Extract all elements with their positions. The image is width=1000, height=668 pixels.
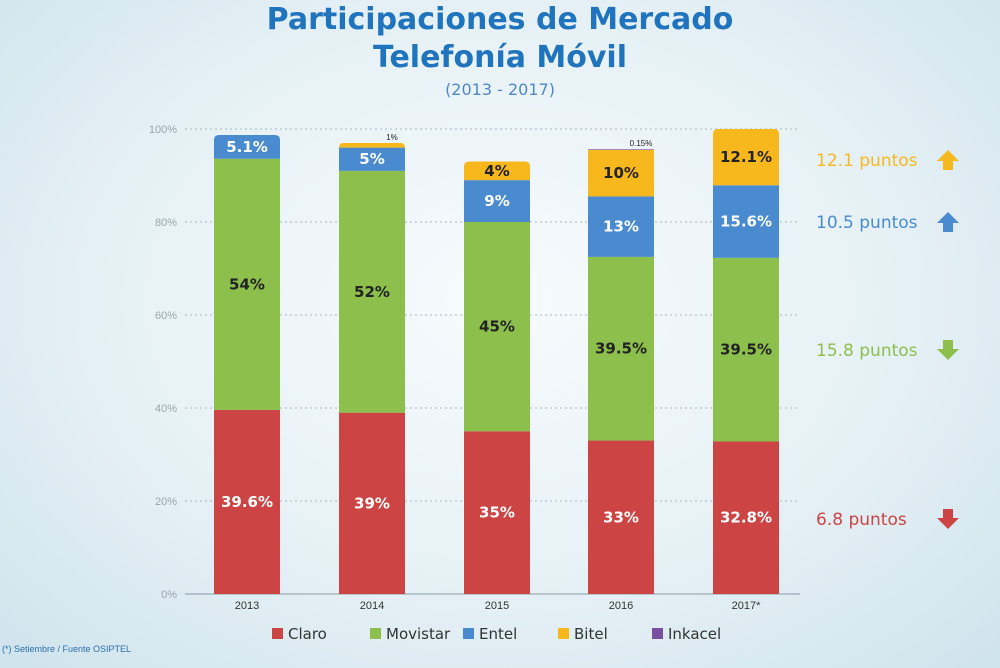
x-tick-label: 2016 xyxy=(609,600,633,612)
y-tick-label: 80% xyxy=(155,217,177,229)
bar-segment xyxy=(588,256,654,441)
annotation-text: 10.5 puntos xyxy=(816,213,918,233)
data-label: 54% xyxy=(229,275,265,293)
bar-segment xyxy=(214,158,280,410)
y-tick-label: 100% xyxy=(149,124,177,136)
data-label: 5% xyxy=(359,150,384,168)
data-label: 12.1% xyxy=(720,148,772,166)
data-label: 15.6% xyxy=(720,213,772,231)
data-label: 52% xyxy=(354,283,390,301)
data-label: 35% xyxy=(479,504,515,522)
legend-label: Bitel xyxy=(574,625,608,643)
data-label: 39.6% xyxy=(221,493,273,511)
footnote: (*) Setiembre / Fuente OSIPTEL xyxy=(2,644,132,654)
y-tick-label: 20% xyxy=(155,496,177,508)
data-label: 33% xyxy=(603,508,639,526)
chart-period: (2013 - 2017) xyxy=(445,80,555,99)
bar-segment xyxy=(339,142,405,148)
legend-label: Claro xyxy=(288,625,327,643)
chart-title: Participaciones de Mercado xyxy=(266,2,734,37)
legend-swatch xyxy=(652,628,663,639)
data-label: 1% xyxy=(386,133,398,142)
legend-label: Movistar xyxy=(386,625,451,643)
annotation-text: 6.8 puntos xyxy=(816,510,907,530)
x-tick-label: 2013 xyxy=(235,600,259,612)
data-label: 39.5% xyxy=(720,341,772,359)
x-tick-label: 2017* xyxy=(732,600,761,612)
data-label: 10% xyxy=(603,164,639,182)
data-label: 4% xyxy=(484,162,509,180)
y-tick-label: 60% xyxy=(155,310,177,322)
arrow-down-icon xyxy=(937,340,959,360)
data-label: 39.5% xyxy=(595,340,647,358)
data-label: 45% xyxy=(479,318,515,336)
bar-segment xyxy=(588,196,654,257)
data-label: 32.8% xyxy=(720,509,772,527)
legend-swatch xyxy=(272,628,283,639)
bar-segment xyxy=(339,147,405,171)
arrow-up-icon xyxy=(937,150,959,170)
bar-segment xyxy=(713,441,779,594)
bar-segment xyxy=(588,440,654,594)
annotation-text: 15.8 puntos xyxy=(816,341,918,361)
data-label: 39% xyxy=(354,494,390,512)
legend-swatch xyxy=(370,628,381,639)
data-label: 5.1% xyxy=(226,138,268,156)
bar-segment xyxy=(339,170,405,413)
bar-segment xyxy=(464,431,530,594)
bar-segment xyxy=(713,257,779,442)
y-tick-label: 40% xyxy=(155,403,177,415)
bar-segment xyxy=(588,149,654,150)
legend-swatch xyxy=(463,628,474,639)
data-label: 0.15% xyxy=(630,139,653,148)
y-tick-label: 0% xyxy=(161,589,177,601)
data-label: 9% xyxy=(484,192,509,210)
annotation-text: 12.1 puntos xyxy=(816,151,918,171)
x-tick-label: 2014 xyxy=(360,600,384,612)
bar-segment xyxy=(214,409,280,594)
bar-segment xyxy=(713,129,779,186)
x-tick-label: 2015 xyxy=(485,600,509,612)
bar-segment xyxy=(464,180,530,222)
arrow-down-icon xyxy=(937,509,959,529)
arrow-up-icon xyxy=(937,212,959,232)
legend-label: Entel xyxy=(479,625,517,643)
bar-segment xyxy=(713,185,779,258)
bar-segment xyxy=(464,161,530,181)
data-label: 13% xyxy=(603,218,639,236)
bar-segment xyxy=(588,149,654,197)
legend-swatch xyxy=(558,628,569,639)
legend-label: Inkacel xyxy=(668,625,721,643)
bar-segment xyxy=(214,135,280,159)
bar-segment xyxy=(339,412,405,594)
bar-segment xyxy=(464,222,530,432)
chart-subtitle: Telefonía Móvil xyxy=(372,40,628,75)
